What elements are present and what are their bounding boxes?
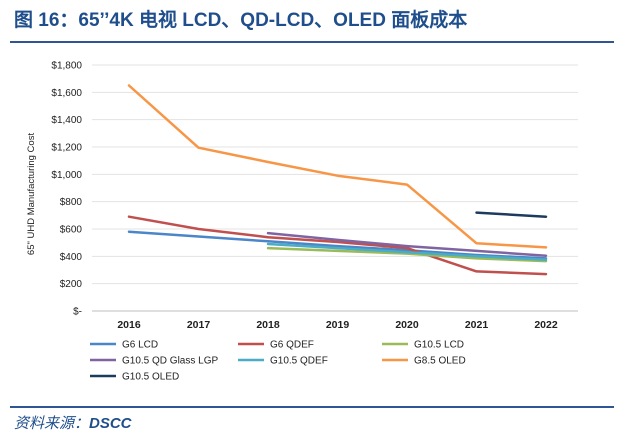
x-tick-label: 2021 [465, 319, 489, 331]
source-note: 资料来源：DSCC [14, 410, 132, 436]
source-label: 资料来源： [14, 414, 90, 432]
y-axis-tick-labels: $- $200 $400 $600 $800 $1,000 $1,200 $1,400 $1,6… [51, 61, 82, 318]
series-line-g10-5-oled [475, 211, 548, 218]
y-tick-label: $200 [60, 279, 83, 290]
series-line-g8-5-oled [127, 84, 548, 249]
series-line-g6-qdef [127, 215, 548, 276]
line-chart: $- $200 $400 $600 $800 $1,000 $1,200 $1,400 $1,6… [26, 61, 578, 383]
y-tick-label: $1,200 [51, 143, 82, 154]
x-tick-label: 2022 [534, 319, 558, 331]
legend-label: G6 LCD [122, 340, 158, 351]
x-tick-label: 2018 [256, 319, 280, 331]
x-tick-label: 2017 [187, 319, 211, 331]
y-axis-label: 65" UHD Manufacturing Cost [26, 133, 37, 256]
legend-label: G6 QDEF [270, 340, 314, 351]
legend: G6 LCD G6 QDEF G10.5 LCD G10.5 QD Glass LGP… [90, 340, 466, 383]
legend-label: G10.5 OLED [122, 372, 179, 383]
footer-divider [10, 406, 614, 408]
series-line-g10-5-qd-glass-lgp [266, 231, 548, 257]
legend-label: G10.5 QD Glass LGP [122, 356, 218, 367]
y-tick-label: $1,800 [51, 61, 82, 72]
x-tick-label: 2020 [395, 319, 419, 331]
source-value: DSCC [89, 415, 132, 432]
series-lines [127, 84, 548, 276]
x-axis-tick-labels: 2016 2017 2018 2019 2020 2021 2022 [117, 319, 558, 331]
y-tick-label: $1,600 [51, 88, 82, 99]
legend-label: G10.5 QDEF [270, 356, 328, 367]
y-tick-label: $400 [60, 252, 83, 263]
legend-label: G8.5 OLED [414, 356, 466, 367]
y-tick-label: $600 [60, 225, 83, 236]
series-line-g10-5-lcd [266, 246, 548, 263]
y-tick-label: $1,000 [51, 170, 82, 181]
gridlines [92, 64, 578, 312]
title-divider [10, 41, 614, 43]
y-tick-label: $800 [60, 197, 83, 208]
legend-label: G10.5 LCD [414, 340, 464, 351]
y-tick-label: $1,400 [51, 115, 82, 126]
x-tick-label: 2016 [117, 319, 141, 331]
figure-title: 图 16：65’’4K 电视 LCD、QD-LCD、OLED 面板成本 [14, 10, 468, 31]
series-line-g6-lcd [127, 230, 548, 260]
series-line-g10-5-qdef [266, 242, 548, 262]
x-tick-label: 2019 [326, 319, 350, 331]
y-tick-label: $- [73, 307, 82, 318]
